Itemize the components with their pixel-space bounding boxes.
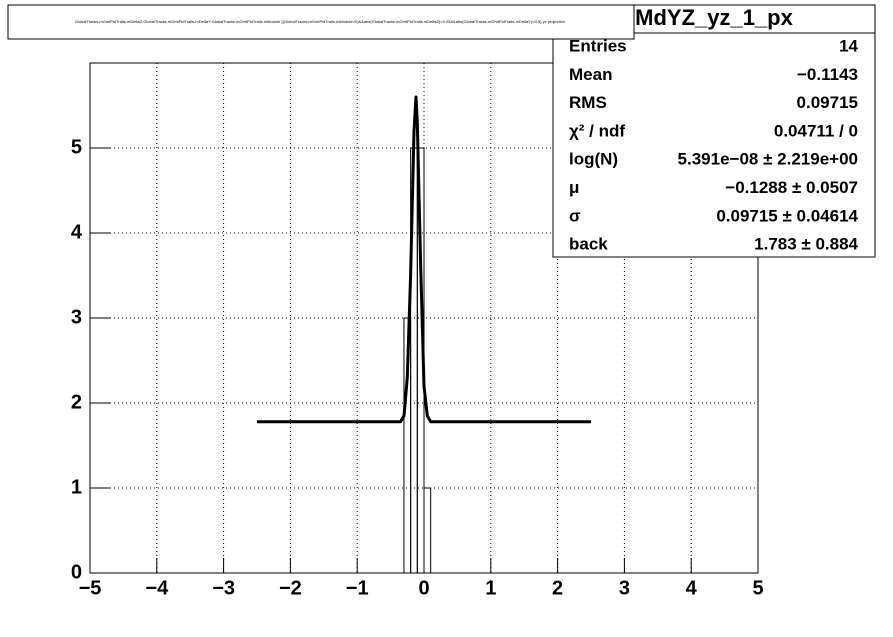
stats-value: 0.09715 ± 0.04614 [716, 206, 858, 225]
stats-label: back [569, 235, 608, 254]
x-tick-label: 0 [418, 577, 429, 599]
stats-label: μ [569, 178, 579, 197]
x-tick-label: −1 [346, 577, 369, 599]
fit-curve [257, 95, 591, 424]
stats-label: Mean [569, 65, 612, 84]
x-tick-label: 1 [485, 577, 496, 599]
stats-value: −0.1288 ± 0.0507 [725, 178, 858, 197]
chart-title: GlobalTracks.mGmtPidTraits.mDeltaZ:Globa… [75, 19, 565, 24]
x-tick-label: −4 [145, 577, 169, 599]
stats-value: 5.391e−08 ± 2.219e+00 [678, 150, 858, 169]
x-tick-label: −3 [212, 577, 235, 599]
stats-value: 14 [839, 36, 858, 55]
stats-label: σ [569, 206, 581, 225]
x-tick-label: 3 [619, 577, 630, 599]
y-tick-label: 2 [71, 391, 82, 413]
y-tick-label: 0 [71, 561, 82, 583]
stats-box [552, 4, 876, 258]
y-tick-label: 1 [71, 476, 82, 498]
stats-label: Entries [569, 36, 627, 55]
x-tick-label: −5 [79, 577, 102, 599]
stats-value: 1.783 ± 0.884 [754, 235, 858, 254]
x-tick-label: −2 [279, 577, 302, 599]
stats-label: χ² / ndf [569, 121, 625, 140]
bar [423, 487, 432, 574]
x-tick-label: 4 [686, 577, 698, 599]
stats-label: log(N) [569, 150, 618, 169]
x-tick-label: 5 [752, 577, 763, 599]
y-tick-label: 3 [71, 306, 82, 328]
x-tick-label: 2 [552, 577, 563, 599]
stats-value: −0.1143 [797, 65, 858, 84]
stats-label: RMS [569, 93, 607, 112]
stats-title: MdYZ_yz_1_px [635, 5, 793, 30]
stats-value: 0.09715 [797, 93, 858, 112]
y-tick-label: 5 [71, 136, 82, 158]
stats-value: 0.04711 / 0 [774, 121, 858, 140]
y-tick-label: 4 [71, 221, 83, 243]
title-box [7, 4, 635, 40]
